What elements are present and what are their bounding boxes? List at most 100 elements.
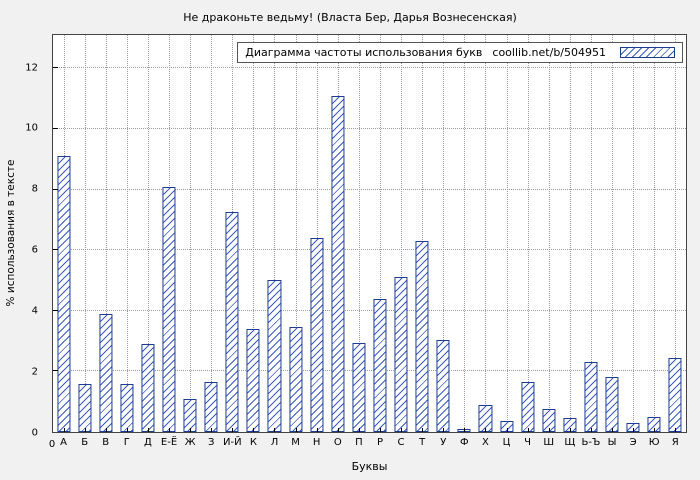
bar-Т [415, 241, 429, 432]
y-tick-mark [53, 309, 58, 311]
x-tick-mark [84, 428, 86, 432]
bar-И-Й [225, 212, 239, 432]
bar-Ы [605, 377, 619, 432]
bar-slot: Б [74, 35, 95, 448]
x-tick-mark [169, 428, 171, 432]
v-gridline [611, 35, 613, 432]
v-gridline [485, 35, 487, 432]
x-tick-label: Д [144, 437, 152, 448]
x-tick-mark [422, 428, 424, 432]
x-tick-label: Н [312, 437, 321, 448]
v-gridline [506, 35, 508, 432]
legend-label: Диаграмма частоты использования букв [245, 46, 483, 59]
h-gridline [53, 309, 686, 311]
x-tick-mark [401, 428, 403, 432]
bar-slot: К [243, 35, 264, 448]
bar-С [394, 277, 408, 432]
x-tick-mark [464, 428, 466, 432]
v-gridline [443, 35, 445, 432]
x-tick-label: И-Й [223, 437, 242, 448]
bar-Г [120, 383, 134, 432]
x-tick-mark [105, 428, 107, 432]
x-tick-label: Ш [543, 437, 555, 448]
x-tick-mark [527, 428, 529, 432]
bar-slot: И-Й [222, 35, 243, 448]
x-axis-label: Буквы [351, 460, 388, 473]
x-tick-origin: 0 [48, 439, 56, 450]
x-tick-label: Э [629, 437, 637, 448]
x-tick-mark [675, 428, 677, 432]
x-tick-label: Щ [564, 437, 576, 448]
x-tick-label: Р [376, 437, 383, 448]
x-tick-label: К [249, 437, 257, 448]
x-tick-mark [569, 428, 571, 432]
x-tick-mark [211, 428, 213, 432]
y-tick-mark [53, 370, 58, 372]
legend-swatch-hatch [620, 47, 675, 58]
bar-slot: Е-Ё [158, 35, 179, 448]
bar-slot: Ь-Ъ [580, 35, 601, 448]
bar-slot: Ж [180, 35, 201, 448]
x-tick-label: З [207, 437, 215, 448]
h-gridline [53, 67, 686, 69]
x-tick-label: О [333, 437, 342, 448]
x-tick-mark [506, 428, 508, 432]
h-gridline [53, 127, 686, 129]
y-axis-ticks: 0 2 4 6 8 10 12 [0, 34, 46, 438]
x-tick-mark [295, 428, 297, 432]
x-tick-label: С [397, 437, 405, 448]
x-tick-label: Ю [648, 437, 660, 448]
x-tick-label: Ы [607, 437, 617, 448]
x-tick-mark [485, 428, 487, 432]
x-tick-mark [611, 428, 613, 432]
bar-Б [78, 383, 92, 432]
v-gridline [464, 35, 466, 432]
bar-У [436, 339, 450, 432]
x-tick-label: У [440, 437, 447, 448]
x-tick-label: Г [123, 437, 130, 448]
bar-Н [310, 238, 324, 432]
bar-slot: Н [306, 35, 327, 448]
y-tick-mark [53, 127, 58, 129]
bar-slot: С [391, 35, 412, 448]
bar-slot: Л [264, 35, 285, 448]
bar-Ч [521, 382, 535, 432]
x-tick-mark [316, 428, 318, 432]
bar-Л [267, 280, 282, 432]
v-gridline [295, 35, 297, 432]
bar-slot: Х [475, 35, 496, 448]
x-tick-mark [654, 428, 656, 432]
x-tick-mark [590, 428, 592, 432]
y-tick-label: 0 [31, 427, 38, 439]
v-gridline [147, 35, 149, 432]
bar-Р [373, 298, 387, 432]
bar-А [57, 156, 71, 432]
y-tick-mark [53, 188, 58, 190]
v-gridline [126, 35, 128, 432]
x-tick-mark [274, 428, 276, 432]
y-tick-label: 4 [31, 305, 38, 317]
legend: Диаграмма частоты использования букв coo… [237, 42, 683, 63]
h-gridline [53, 249, 686, 251]
bar-Ж [183, 398, 197, 432]
v-gridline [316, 35, 318, 432]
bar-М [289, 327, 303, 432]
plot-area: А Б В Г Д Е-Ё Ж З И-Й К Л М Н О П Р С Т У Ф Х Ц Ч Ш Щ Ь-Ъ Ы Э Ю Я Диа… [52, 34, 687, 448]
v-gridline [274, 35, 276, 432]
bar-Д [141, 344, 155, 432]
x-tick-mark [358, 428, 360, 432]
x-tick-label: В [102, 437, 110, 448]
bar-slot: А [53, 35, 74, 448]
y-tick-label: 2 [31, 366, 38, 378]
bar-slot: У [433, 35, 454, 448]
v-gridline [633, 35, 635, 432]
x-tick-label: Б [81, 437, 89, 448]
x-tick-mark [379, 428, 381, 432]
v-gridline [527, 35, 529, 432]
x-tick-label: Я [671, 437, 679, 448]
bar-К [246, 328, 260, 432]
bar-slot: В [95, 35, 116, 448]
bar-Е-Ё [162, 186, 176, 432]
x-tick-label: А [60, 437, 67, 448]
bar-slot: Ф [454, 35, 475, 448]
